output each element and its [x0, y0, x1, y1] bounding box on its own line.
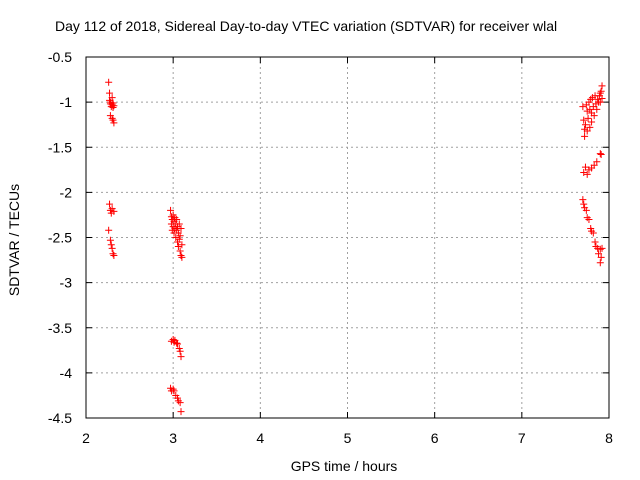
- data-point: [167, 206, 175, 214]
- data-point: [581, 132, 589, 140]
- data-point: [174, 397, 182, 405]
- data-point: [596, 150, 604, 158]
- chart-title: Day 112 of 2018, Sidereal Day-to-day VTE…: [55, 18, 558, 34]
- data-point: [177, 353, 185, 361]
- data-point: [177, 408, 185, 416]
- data-point: [583, 127, 591, 135]
- data-point: [106, 236, 114, 244]
- data-point: [107, 241, 115, 249]
- data-point: [176, 247, 184, 255]
- data-point: [177, 252, 185, 260]
- data-point: [595, 250, 603, 258]
- data-point: [586, 123, 594, 131]
- x-tick-label: 7: [518, 430, 526, 446]
- data-point: [580, 200, 588, 208]
- data-point: [105, 78, 113, 86]
- plot-frame: [85, 56, 610, 419]
- data-point: [588, 118, 596, 126]
- data-point: [106, 200, 114, 208]
- x-tick-label: 5: [344, 430, 352, 446]
- y-tick-label: -3: [60, 275, 73, 291]
- data-point: [587, 95, 595, 103]
- data-point: [591, 238, 599, 246]
- data-point: [596, 89, 604, 97]
- data-point: [109, 250, 117, 258]
- data-point: [589, 229, 597, 237]
- data-point: [585, 215, 593, 223]
- y-tick-label: -2: [60, 184, 73, 200]
- x-tick-label: 2: [82, 430, 90, 446]
- data-point: [176, 232, 184, 240]
- data-point: [598, 95, 606, 103]
- y-tick-label: -1: [60, 94, 73, 110]
- data-point: [593, 158, 601, 166]
- x-tick-label: 6: [431, 430, 439, 446]
- data-point: [176, 347, 184, 355]
- data-point: [597, 150, 605, 158]
- data-point: [110, 119, 118, 127]
- data-point: [108, 94, 116, 102]
- data-point: [175, 235, 183, 243]
- data-point: [592, 243, 600, 251]
- data-point: [172, 234, 180, 241]
- data-point: [596, 245, 604, 253]
- data-point: [174, 243, 182, 251]
- data-point: [108, 244, 116, 252]
- data-point: [173, 215, 181, 223]
- data-point: [579, 103, 587, 111]
- data-point: [178, 241, 186, 249]
- data-point: [175, 220, 183, 228]
- data-point: [105, 226, 113, 234]
- data-point: [597, 253, 605, 261]
- data-point: [596, 98, 604, 106]
- data-point: [106, 89, 114, 97]
- data-point: [598, 82, 606, 90]
- data-point: [581, 121, 589, 129]
- y-tick-label: -0.5: [48, 49, 72, 65]
- y-tick-label: -3.5: [48, 320, 72, 336]
- data-point: [110, 207, 118, 215]
- data-point: [169, 385, 177, 393]
- data-point: [598, 244, 606, 252]
- x-tick-label: 8: [605, 430, 613, 446]
- data-point: [590, 112, 598, 120]
- data-point: [597, 87, 605, 95]
- data-point: [171, 214, 179, 222]
- y-tick-label: -1.5: [48, 139, 72, 155]
- data-point: [173, 339, 181, 347]
- data-point: [579, 196, 587, 204]
- data-point: [593, 105, 601, 113]
- data-point: [596, 259, 604, 267]
- data-point: [174, 340, 182, 348]
- data-point: [583, 214, 591, 222]
- data-point: [580, 116, 588, 124]
- y-tick-label: -2.5: [48, 230, 72, 246]
- data-point: [590, 161, 598, 169]
- data-point: [177, 224, 185, 232]
- y-tick-label: -4: [60, 365, 73, 381]
- data-point: [582, 206, 590, 214]
- x-tick-label: 4: [256, 430, 264, 446]
- data-point: [176, 399, 184, 407]
- data-point: [588, 227, 596, 235]
- data-point: [178, 253, 186, 261]
- data-point: [583, 170, 591, 178]
- data-point: [108, 114, 116, 122]
- data-point: [170, 387, 178, 395]
- data-point: [110, 102, 118, 110]
- data-point: [110, 252, 118, 260]
- x-tick-label: 3: [169, 430, 177, 446]
- x-axis-label: GPS time / hours: [290, 458, 398, 474]
- data-point: [584, 114, 592, 122]
- y-tick-label: -4.5: [48, 410, 72, 426]
- data-point: [580, 169, 588, 177]
